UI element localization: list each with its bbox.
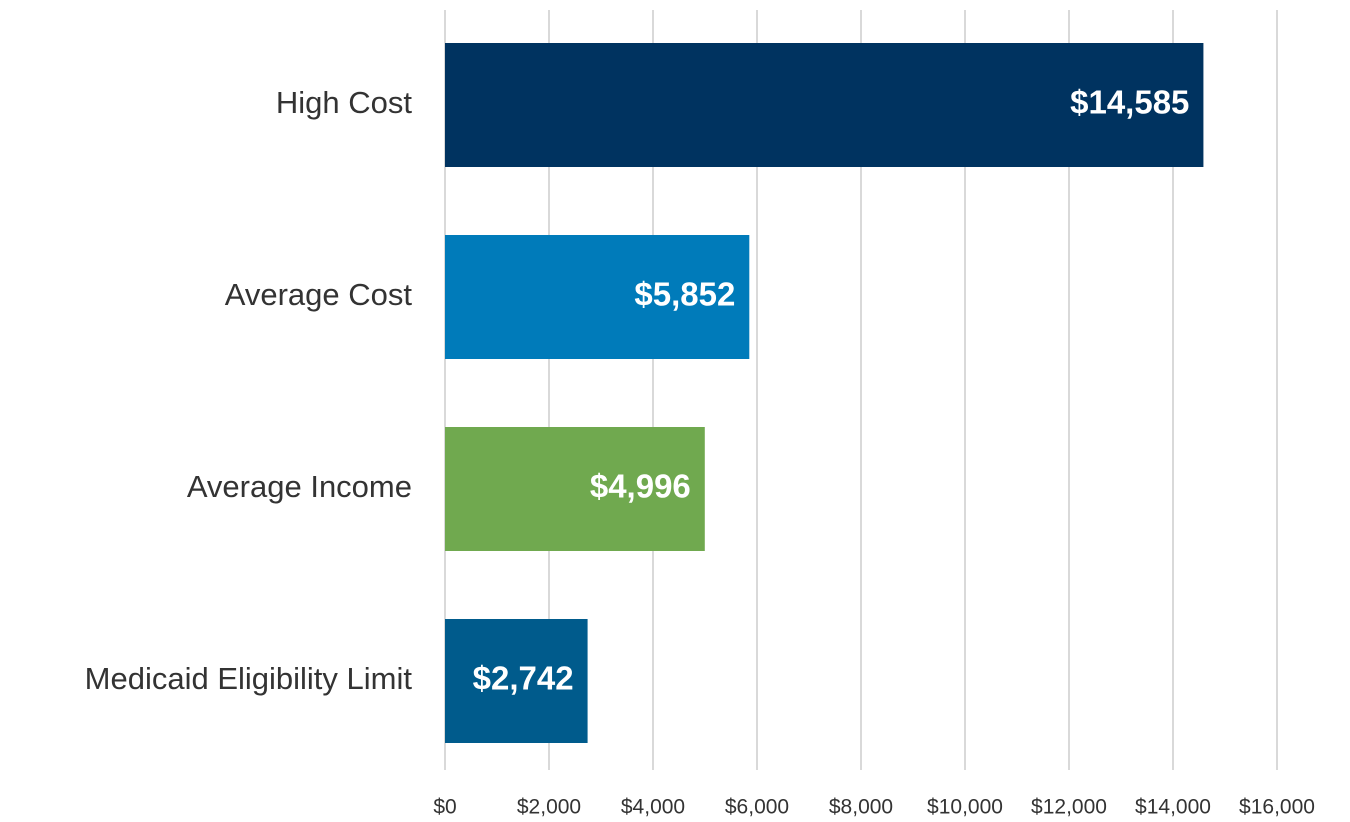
bar xyxy=(445,619,588,743)
value-label: $5,852 xyxy=(634,276,735,313)
x-tick-label: $16,000 xyxy=(1239,796,1315,819)
category-label: High Cost xyxy=(276,85,412,120)
category-label: Average Income xyxy=(187,469,412,504)
bar xyxy=(445,235,750,359)
value-label: $4,996 xyxy=(590,468,691,505)
x-tick-label: $10,000 xyxy=(927,796,1003,819)
x-tick-label: $12,000 xyxy=(1031,796,1107,819)
category-label: Average Cost xyxy=(225,277,413,312)
x-tick-label: $6,000 xyxy=(725,796,789,819)
x-tick-label: $8,000 xyxy=(829,796,893,819)
x-tick-label: $4,000 xyxy=(621,796,685,819)
bar xyxy=(445,43,1204,167)
x-tick-label: $0 xyxy=(433,796,456,819)
bar xyxy=(445,427,705,551)
x-tick-label: $14,000 xyxy=(1135,796,1211,819)
category-label: Medicaid Eligibility Limit xyxy=(85,661,413,696)
x-tick-label: $2,000 xyxy=(517,796,581,819)
value-label: $2,742 xyxy=(473,660,574,697)
value-label: $14,585 xyxy=(1070,84,1189,121)
